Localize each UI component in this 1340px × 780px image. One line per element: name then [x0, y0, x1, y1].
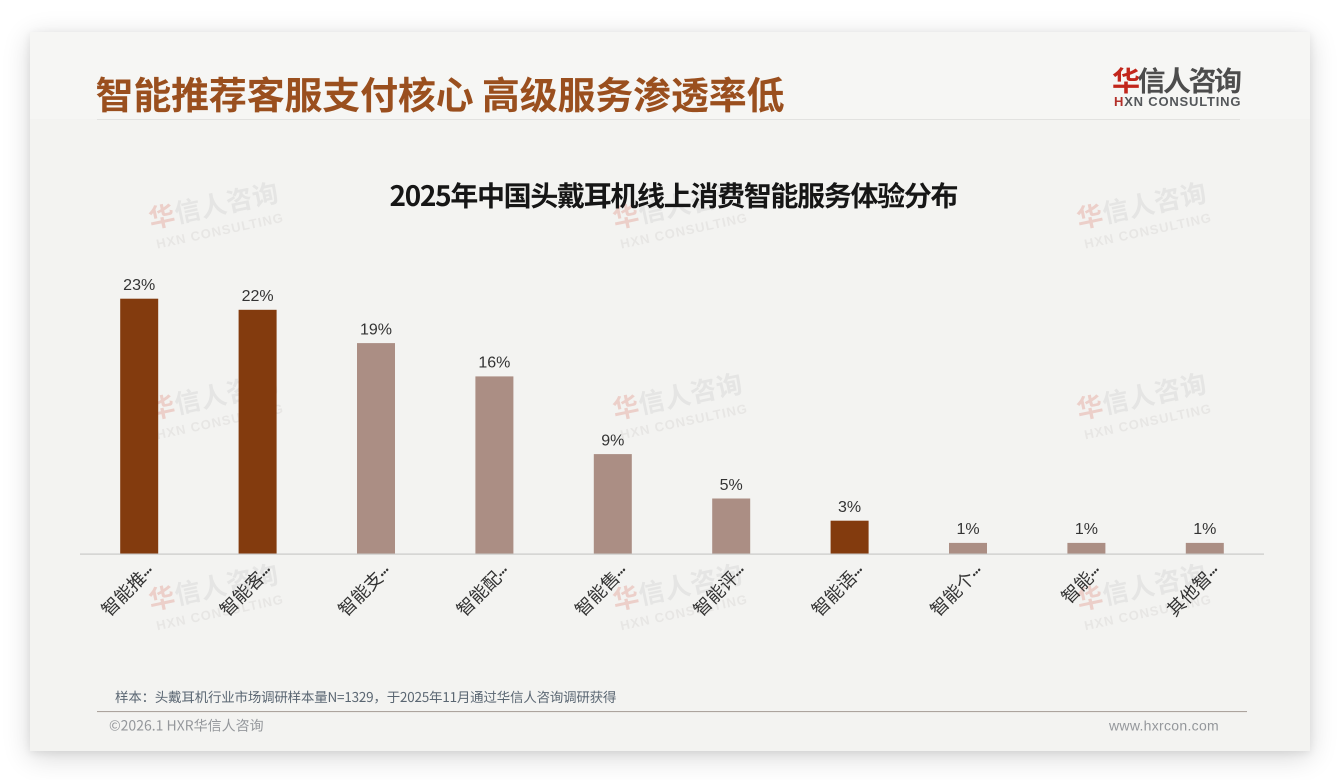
svg-text:HXN CONSULTING: HXN CONSULTING	[1114, 94, 1241, 109]
svg-text:3%: 3%	[838, 499, 861, 516]
svg-text:5%: 5%	[720, 477, 743, 494]
svg-text:19%: 19%	[360, 321, 392, 338]
svg-text:1%: 1%	[1075, 521, 1098, 538]
svg-text:1%: 1%	[1193, 521, 1216, 538]
svg-text:22%: 22%	[242, 288, 274, 305]
svg-text:16%: 16%	[478, 355, 510, 372]
svg-text:1%: 1%	[956, 521, 979, 538]
svg-text:www.hxrcon.com: www.hxrcon.com	[1108, 718, 1219, 734]
svg-text:23%: 23%	[123, 277, 155, 294]
svg-text:9%: 9%	[601, 432, 624, 449]
